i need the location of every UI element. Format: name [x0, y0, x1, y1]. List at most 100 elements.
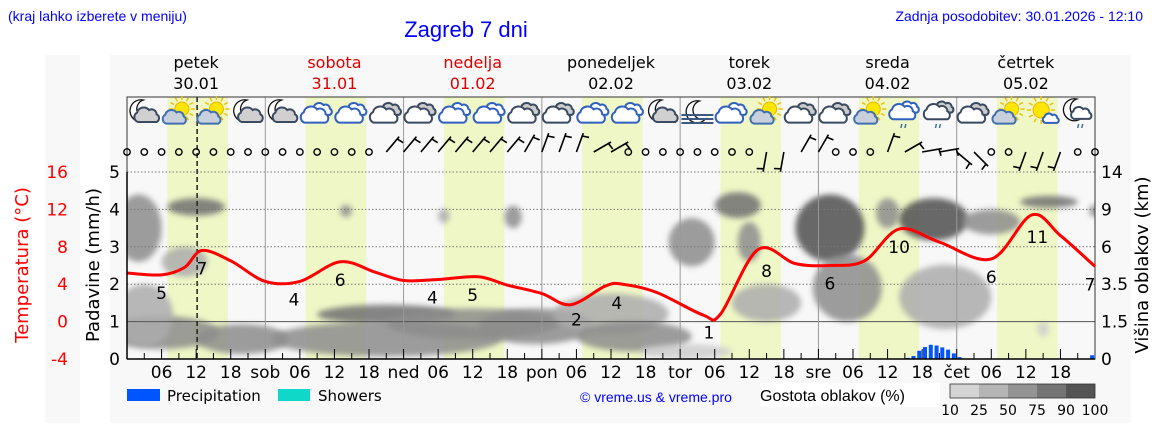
x-tick-label: ned [388, 363, 420, 383]
wind-barb-icon [1047, 151, 1062, 172]
calm-wind-icon [330, 148, 339, 156]
temperature-axis-label: Temperatura (°C) [12, 187, 33, 344]
x-tick-label: čet [943, 363, 970, 383]
precip-tick: 5 [109, 163, 120, 183]
temperature-label: 4 [427, 289, 438, 309]
sun-ray [1033, 118, 1037, 123]
cloudy-drizzle-icon [922, 100, 955, 129]
sun-cloud-icon [749, 96, 783, 125]
day-name: ponedeljek [567, 53, 656, 72]
sun-ray [209, 97, 213, 102]
calm-wind-icon [710, 148, 719, 156]
wind-barb-icon [973, 151, 989, 171]
x-tick-label: sob [250, 363, 280, 383]
x-tick-label: 12 [600, 363, 622, 383]
x-tick-label: 18 [773, 363, 795, 383]
cloud-shape [541, 105, 572, 124]
overcast-icon [299, 102, 333, 124]
day-date: 05.02 [1003, 74, 1049, 93]
density-title-bg [760, 383, 940, 407]
sun-ray [776, 112, 782, 117]
calm-wind-icon [1091, 148, 1099, 156]
day-name: petek [173, 53, 219, 72]
cloud-blob [962, 209, 1021, 235]
calm-wind-icon [1073, 148, 1082, 156]
cloud-shape [576, 105, 606, 124]
temperature-label: 6 [825, 275, 836, 295]
day-name: sreda [865, 53, 909, 72]
calm-wind-icon [313, 148, 322, 156]
sun-ray [174, 97, 179, 102]
day-name: torek [729, 53, 771, 72]
x-tick-label: 06 [289, 363, 311, 383]
sun-ray [757, 101, 763, 106]
moon-cloud-icon [233, 99, 264, 123]
cloud-blob [668, 218, 715, 267]
calm-wind-icon [658, 148, 667, 156]
density-tick: 100 [1082, 403, 1109, 419]
last-updated: Zadnja posodobitev: 30.01.2026 - 12:10 [895, 8, 1143, 24]
cloud-shape [472, 105, 503, 124]
sun-ray [1018, 101, 1024, 106]
fog-line [681, 118, 714, 120]
cloud-blob [340, 204, 352, 217]
cloudy-icon [368, 102, 402, 124]
moon-cloud-icon [129, 99, 161, 123]
cloudy-icon [403, 102, 437, 124]
x-tick-label: 12 [877, 363, 899, 383]
cloud-height-tick: 9 [1101, 200, 1112, 220]
temperature-label: 10 [888, 238, 910, 258]
calm-wind-icon [866, 148, 875, 156]
cloud-shape [161, 109, 187, 125]
copyright-link[interactable]: © vreme.us & vreme.pro [580, 389, 732, 405]
x-tick-label: 12 [462, 363, 484, 383]
sun-ray [223, 112, 229, 117]
sun-ray [170, 101, 175, 106]
density-swatch [1037, 384, 1066, 398]
cloud-height-tick: 0 [1101, 350, 1112, 370]
temperature-label: 1 [704, 324, 715, 344]
x-tick-label: 12 [1015, 363, 1037, 383]
x-tick-label: sre [805, 363, 831, 383]
calm-wind-icon [226, 148, 235, 156]
cloudy-icon [507, 102, 541, 124]
temperature-label: 4 [289, 290, 300, 310]
wind-barb-icon [886, 132, 901, 153]
density-tick: 75 [1028, 403, 1046, 419]
legend: Precipitation Showers © vreme.us & vreme… [127, 383, 1108, 419]
calm-wind-icon [1004, 148, 1013, 156]
wind-barb-icon [1013, 151, 1027, 172]
calm-wind-icon [209, 148, 218, 156]
cloud-shape [783, 105, 814, 124]
temperature-label: 2 [571, 311, 582, 331]
calm-wind-icon [157, 148, 166, 156]
wind-barb-icon [904, 141, 925, 153]
precip-tick: 3 [109, 238, 120, 258]
wind-barb-icon [756, 151, 768, 172]
drizzle-drops [934, 123, 942, 129]
temperature-tick: 8 [57, 238, 68, 258]
day-date: 30.01 [173, 74, 219, 93]
cloud-shape [299, 105, 330, 124]
wind-barb-icon [385, 136, 404, 153]
cloud-height-tick: 1.5 [1101, 313, 1128, 333]
sun-ray [880, 101, 885, 106]
calm-wind-icon [192, 148, 201, 156]
sun-ray [189, 101, 194, 106]
precipitation-bar [923, 347, 928, 359]
cloud-blob [876, 198, 900, 229]
cloud-shape [334, 105, 364, 124]
day-date: 04.02 [865, 74, 911, 93]
sun-cloud-icon [991, 96, 1025, 125]
overcast-icon [714, 102, 748, 124]
day-name: četrtek [997, 53, 1055, 72]
density-swatch [950, 384, 979, 398]
sun-ray [776, 101, 782, 106]
cloud-shape [133, 106, 161, 123]
cloud-blob [899, 198, 969, 241]
location-hint[interactable]: (kraj lahko izberete v meniju) [8, 8, 187, 24]
fog-line [681, 122, 714, 124]
cloud-shape [888, 103, 917, 121]
cloud-blob [899, 264, 992, 330]
cloud-shape [1070, 106, 1093, 120]
